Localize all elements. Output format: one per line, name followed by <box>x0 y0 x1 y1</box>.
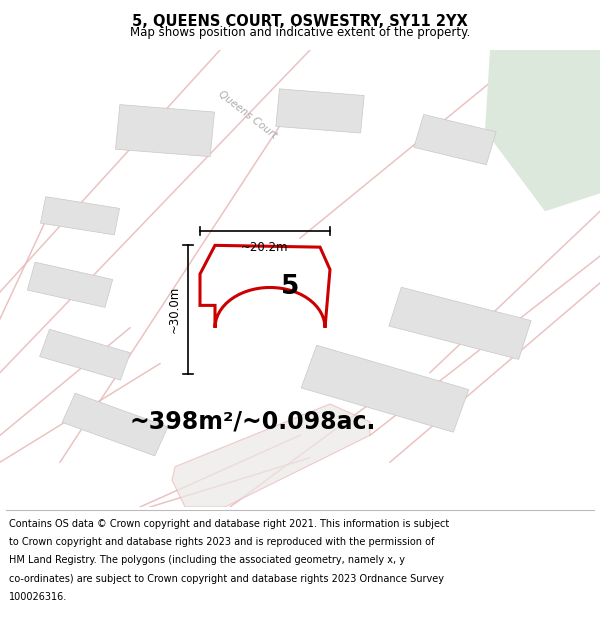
Text: Map shows position and indicative extent of the property.: Map shows position and indicative extent… <box>130 26 470 39</box>
Text: to Crown copyright and database rights 2023 and is reproduced with the permissio: to Crown copyright and database rights 2… <box>9 537 434 547</box>
Text: co-ordinates) are subject to Crown copyright and database rights 2023 Ordnance S: co-ordinates) are subject to Crown copyr… <box>9 574 444 584</box>
Text: Contains OS data © Crown copyright and database right 2021. This information is : Contains OS data © Crown copyright and d… <box>9 519 449 529</box>
Polygon shape <box>40 329 130 380</box>
Text: ~20.2m: ~20.2m <box>241 241 289 254</box>
Text: 5: 5 <box>281 274 299 301</box>
Polygon shape <box>172 404 370 507</box>
Polygon shape <box>62 393 168 456</box>
Text: ~30.0m: ~30.0m <box>167 286 181 334</box>
Polygon shape <box>200 246 330 328</box>
Polygon shape <box>116 104 214 157</box>
Text: 100026316.: 100026316. <box>9 592 67 602</box>
Polygon shape <box>40 197 119 235</box>
Polygon shape <box>389 288 531 359</box>
Text: Queens Court: Queens Court <box>217 89 279 141</box>
Polygon shape <box>485 50 600 211</box>
Text: HM Land Registry. The polygons (including the associated geometry, namely x, y: HM Land Registry. The polygons (includin… <box>9 556 405 566</box>
Polygon shape <box>301 345 469 432</box>
Polygon shape <box>276 89 364 133</box>
Polygon shape <box>414 114 496 165</box>
Text: 5, QUEENS COURT, OSWESTRY, SY11 2YX: 5, QUEENS COURT, OSWESTRY, SY11 2YX <box>132 14 468 29</box>
Text: ~398m²/~0.098ac.: ~398m²/~0.098ac. <box>130 410 376 434</box>
Polygon shape <box>28 262 113 308</box>
